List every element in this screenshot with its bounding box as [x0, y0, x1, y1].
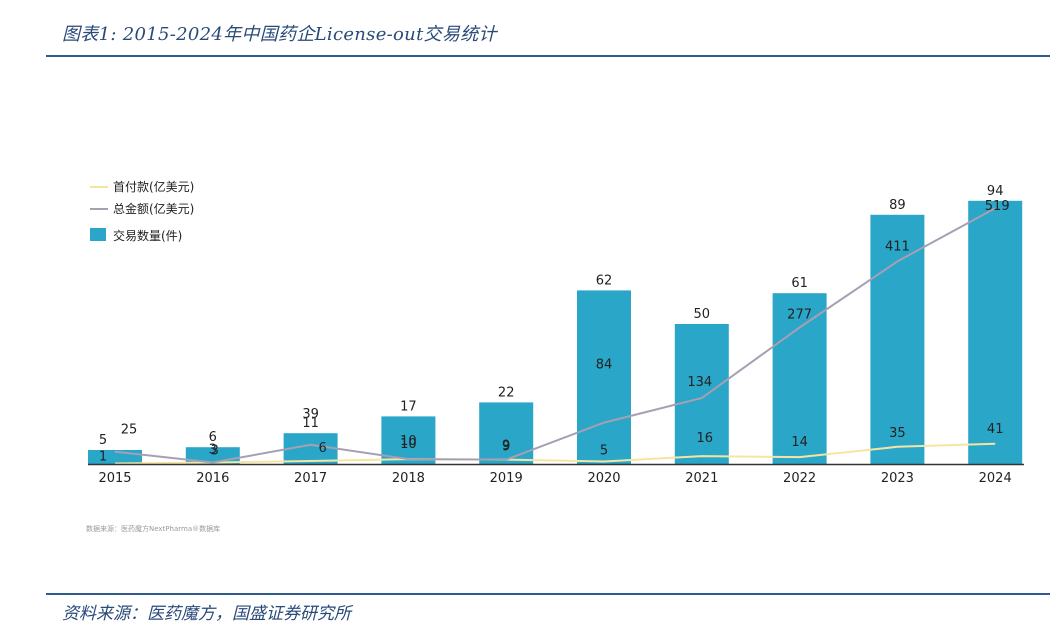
inner-source-note: 数据来源：医药魔方NextPharma®数据库 [86, 525, 221, 533]
bar-label-2020: 62 [596, 273, 613, 288]
bottom-rule [46, 593, 1050, 595]
x-tick-2017: 2017 [294, 471, 327, 486]
bar-2024 [968, 200, 1023, 465]
x-tick-2022: 2022 [783, 471, 816, 486]
bottom-source-note: 资料来源：医药魔方，国盛证券研究所 [62, 604, 351, 624]
bar-label-2024: 94 [987, 184, 1004, 199]
figure-title: 图表1: 2015-2024年中国药企License-out交易统计 [62, 24, 497, 45]
total-label-2024: 519 [985, 199, 1010, 214]
legend: 首付款(亿美元) 总金额(亿美元) 交易数量(件) [90, 179, 194, 243]
total-label-2019: 9 [502, 440, 510, 455]
upfront-label-2017: 6 [318, 441, 326, 456]
upfront-label-2023: 35 [889, 426, 906, 441]
total-label-2018: 10 [400, 434, 417, 449]
bar-label-2016: 6 [209, 430, 217, 445]
legend-total-label: 总金额(亿美元) [113, 201, 194, 216]
total-label-2016: 3 [209, 443, 217, 458]
total-label-2017: 39 [302, 407, 319, 422]
lines [114, 207, 996, 465]
upfront-label-2024: 41 [987, 422, 1004, 437]
legend-upfront-label: 首付款(亿美元) [113, 179, 194, 194]
upfront-label-2019: 9 [502, 439, 510, 454]
legend-count-label: 交易数量(件) [113, 228, 182, 243]
bar-label-2023: 89 [889, 198, 906, 213]
bar-label-2019: 22 [498, 385, 515, 400]
total-label-2023: 411 [885, 239, 910, 254]
total-label-2015: 25 [121, 423, 138, 438]
x-tick-2019: 2019 [490, 471, 523, 486]
bar-2022 [772, 293, 827, 464]
upfront-line [114, 442, 996, 465]
upfront-label-2022: 14 [791, 435, 808, 450]
x-tick-2023: 2023 [881, 471, 914, 486]
upfront-label-2015: 1 [99, 450, 107, 465]
bar-2023 [870, 214, 925, 464]
upfront-label-2016: 3 [211, 444, 219, 459]
upfront-label-2020: 5 [600, 444, 608, 459]
upfront-label-2018: 10 [400, 437, 417, 452]
x-axis: 2015 2016 2017 2018 2019 2020 2021 2022 2023 2024 [88, 463, 1024, 486]
bar-2020 [577, 290, 631, 464]
x-tick-2018: 2018 [392, 471, 425, 486]
total-amount-line [114, 207, 996, 464]
bar-2021 [674, 324, 729, 464]
upfront-label-2021: 16 [697, 431, 714, 446]
x-tick-2021: 2021 [685, 471, 718, 486]
bar-label-2022: 61 [791, 276, 808, 291]
bar-label-2017: 11 [302, 416, 319, 431]
x-tick-2015: 2015 [98, 471, 131, 486]
bar-label-2021: 50 [694, 307, 711, 322]
total-label-2021: 134 [687, 375, 712, 390]
x-tick-2020: 2020 [587, 471, 620, 486]
x-tick-2016: 2016 [196, 471, 229, 486]
total-label-2020: 84 [596, 358, 613, 373]
top-rule [46, 55, 1050, 57]
legend-count-swatch [90, 228, 106, 241]
x-tick-2024: 2024 [979, 471, 1012, 486]
total-label-2022: 277 [787, 307, 812, 322]
bar-label-2015: 5 [99, 433, 107, 448]
bar-label-2018: 17 [400, 399, 417, 414]
bars [88, 200, 1023, 465]
bar-2019 [479, 402, 534, 464]
